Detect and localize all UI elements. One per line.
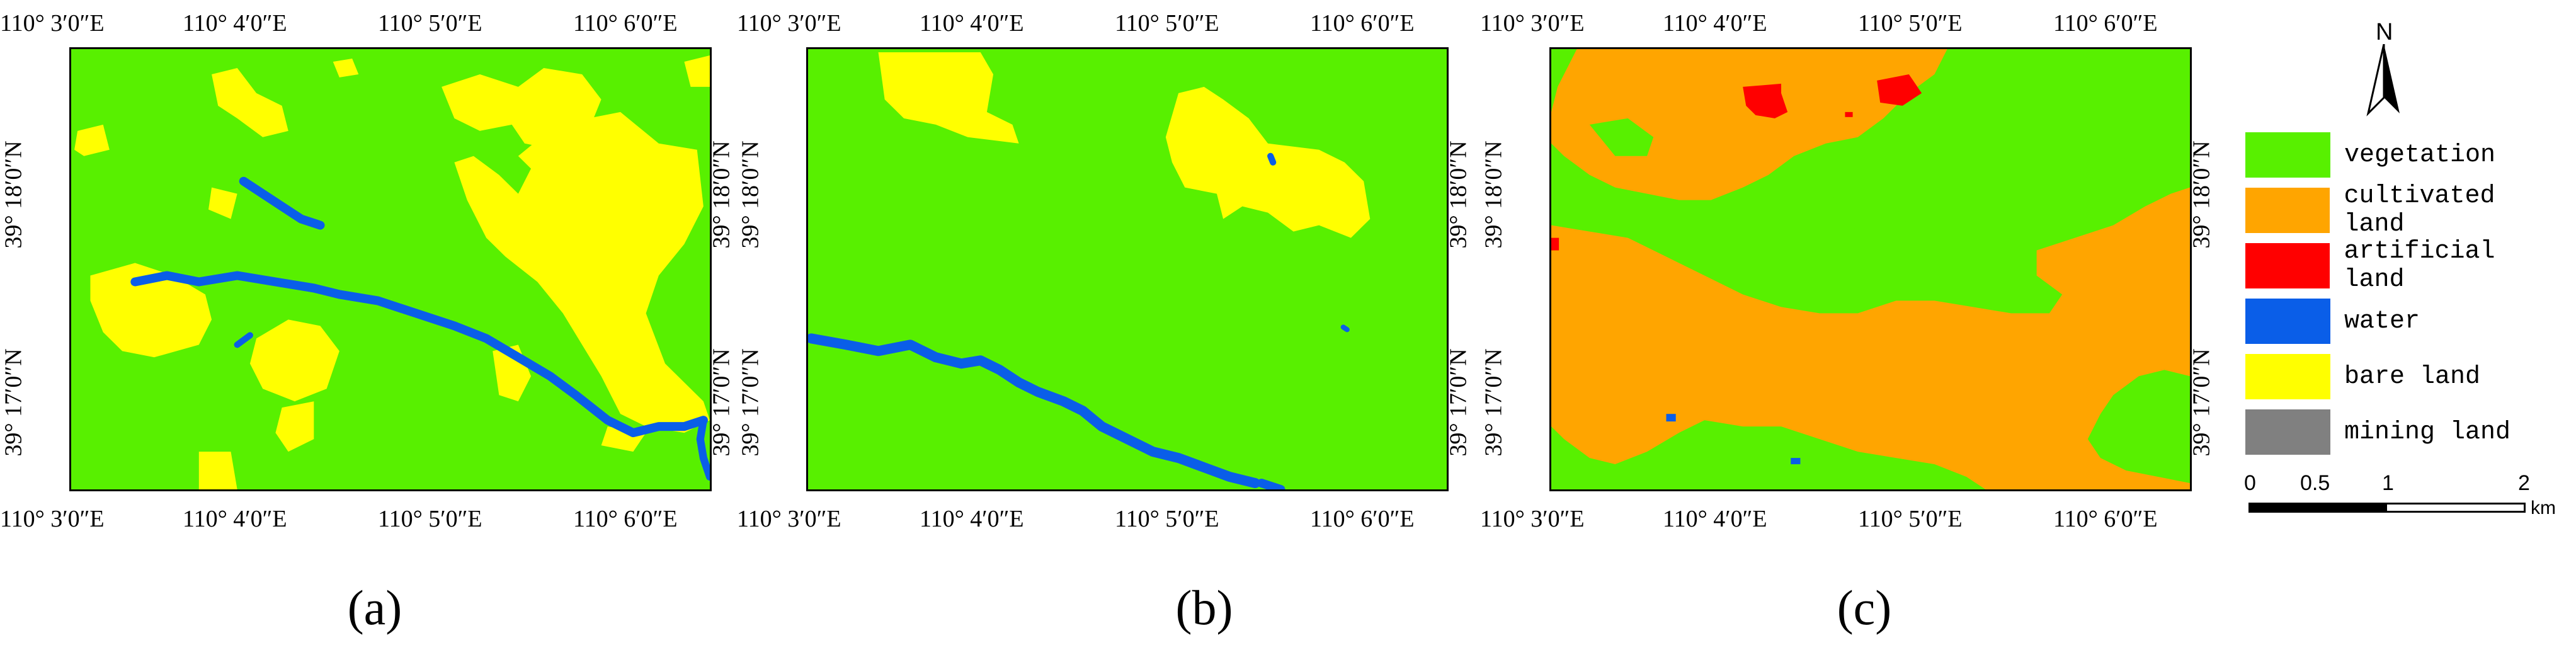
bottom-tick: 110° 6′0″E xyxy=(573,506,678,532)
north-label: N xyxy=(2376,19,2393,45)
legend: vegetation cultivated land artificial la… xyxy=(2242,19,2570,523)
right-tick: 39° 18′0″N xyxy=(1445,140,1472,249)
top-tick: 110° 4′0″E xyxy=(920,10,1024,37)
panel-label: (b) xyxy=(1175,580,1233,635)
bottom-tick: 110° 4′0″E xyxy=(1663,506,1767,532)
top-tick: 110° 4′0″E xyxy=(1663,10,1767,37)
top-tick: 110° 4′0″E xyxy=(183,10,287,37)
bottom-tick: 110° 6′0″E xyxy=(1310,506,1415,532)
top-tick: 110° 3′0″E xyxy=(1480,10,1585,37)
map-frame xyxy=(806,47,1449,491)
top-tick: 110° 6′0″E xyxy=(1310,10,1415,37)
top-tick: 110° 6′0″E xyxy=(573,10,678,37)
legend-label: artificial land xyxy=(2344,237,2495,294)
scale-label: 0.5 xyxy=(2300,471,2330,495)
bottom-tick: 110° 5′0″E xyxy=(378,506,482,532)
left-tick: 39° 18′0″N xyxy=(0,140,27,249)
legend-item-mining-land: mining land xyxy=(2245,409,2510,455)
panel-label: (a) xyxy=(347,580,402,635)
top-tick: 110° 5′0″E xyxy=(1858,10,1963,37)
north-arrow: N xyxy=(2362,19,2406,120)
map-frame xyxy=(69,47,712,491)
bottom-tick: 110° 4′0″E xyxy=(183,506,287,532)
right-tick: 39° 18′0″N xyxy=(2188,140,2215,249)
left-tick: 39° 18′0″N xyxy=(737,140,764,249)
land-cover-map-b xyxy=(808,49,1447,489)
legend-label: water xyxy=(2344,307,2420,336)
legend-label: mining land xyxy=(2344,418,2511,447)
scale-bar-graphic xyxy=(2248,503,2526,513)
legend-swatch xyxy=(2245,243,2330,288)
right-tick: 39° 17′0″N xyxy=(1445,348,1472,457)
scale-label: 2 xyxy=(2518,471,2530,495)
legend-item-bare-land: bare land xyxy=(2245,354,2480,399)
map-frame xyxy=(1549,47,2192,491)
left-tick: 39° 18′0″N xyxy=(1480,140,1507,249)
land-cover-map-c xyxy=(1551,49,2190,489)
bottom-tick: 110° 3′0″E xyxy=(0,506,105,532)
scale-label: 1 xyxy=(2382,471,2394,495)
top-tick: 110° 3′0″E xyxy=(0,10,105,37)
right-tick: 39° 18′0″N xyxy=(708,140,735,249)
scale-label: 0 xyxy=(2244,471,2256,495)
left-tick: 39° 17′0″N xyxy=(0,348,27,457)
legend-swatch xyxy=(2245,409,2330,455)
legend-swatch xyxy=(2245,132,2330,178)
top-tick: 110° 5′0″E xyxy=(378,10,482,37)
panel-label: (c) xyxy=(1837,580,1892,635)
legend-swatch xyxy=(2245,299,2330,344)
north-arrow-icon xyxy=(2366,44,2400,117)
top-tick: 110° 5′0″E xyxy=(1115,10,1219,37)
bottom-tick: 110° 3′0″E xyxy=(1480,506,1585,532)
bottom-tick: 110° 4′0″E xyxy=(920,506,1024,532)
top-tick: 110° 3′0″E xyxy=(737,10,841,37)
left-tick: 39° 17′0″N xyxy=(1480,348,1507,457)
legend-item-artificial-land: artificial land xyxy=(2245,237,2570,294)
legend-label: bare land xyxy=(2344,362,2481,391)
top-tick: 110° 6′0″E xyxy=(2053,10,2158,37)
map-panel-a: 110° 3′0″E 110° 4′0″E 110° 5′0″E 110° 6′… xyxy=(0,0,735,650)
legend-item-vegetation: vegetation xyxy=(2245,132,2495,178)
map-panel-b: 110° 3′0″E 110° 4′0″E 110° 5′0″E 110° 6′… xyxy=(737,0,1472,650)
legend-swatch xyxy=(2245,188,2330,233)
legend-item-water: water xyxy=(2245,299,2420,344)
right-tick: 39° 17′0″N xyxy=(708,348,735,457)
legend-item-cultivated-land: cultivated land xyxy=(2245,182,2570,239)
land-cover-map-a xyxy=(71,49,710,489)
bottom-tick: 110° 3′0″E xyxy=(737,506,841,532)
legend-label: cultivated land xyxy=(2344,182,2495,239)
bottom-tick: 110° 5′0″E xyxy=(1858,506,1963,532)
bottom-tick: 110° 5′0″E xyxy=(1115,506,1219,532)
bottom-tick: 110° 6′0″E xyxy=(2053,506,2158,532)
left-tick: 39° 17′0″N xyxy=(737,348,764,457)
map-panel-c: 110° 3′0″E 110° 4′0″E 110° 5′0″E 110° 6′… xyxy=(1468,0,2215,650)
legend-label: vegetation xyxy=(2344,140,2496,169)
legend-swatch xyxy=(2245,354,2330,399)
right-tick: 39° 17′0″N xyxy=(2188,348,2215,457)
scale-unit: km xyxy=(2531,498,2556,518)
